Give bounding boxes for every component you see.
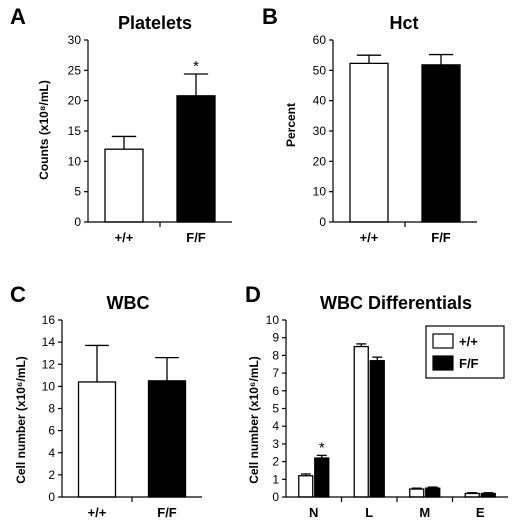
- y-tick-label: 5: [272, 402, 279, 416]
- panel-platelets: A Platelets Counts (x10⁸/mL) 0 5 10 15 20 25 3…: [10, 4, 232, 245]
- y-tick-label: 14: [42, 335, 56, 349]
- x-category-label: E: [476, 505, 485, 520]
- y-tick-label: 4: [272, 419, 279, 433]
- legend-swatch: [432, 355, 454, 371]
- legend-wbc-differentials: +/+ F/F: [425, 325, 505, 379]
- x-axis-hct: +/+ F/F: [333, 221, 477, 245]
- y-tick-label: 40: [313, 94, 327, 108]
- bar: [409, 488, 425, 498]
- bar: [425, 487, 441, 498]
- panel-letter-c: C: [10, 282, 26, 307]
- bars-wbc: [77, 344, 187, 498]
- panel-letter-d: D: [245, 282, 261, 307]
- bar: [176, 95, 216, 223]
- legend-label: F/F: [459, 356, 479, 371]
- y-tick-label: 2: [48, 468, 55, 482]
- bar: [369, 360, 385, 498]
- bar: [421, 64, 461, 223]
- bar: [298, 475, 314, 498]
- significance-marker: *: [319, 439, 325, 456]
- y-tick-label: 10: [313, 185, 327, 199]
- bar: [353, 345, 369, 498]
- y-tick-label: 8: [48, 402, 55, 416]
- y-tick-label: 30: [313, 124, 327, 138]
- y-axis-label-hct: Percent: [284, 103, 298, 147]
- y-tick-label: 5: [74, 185, 81, 199]
- panel-wbc: C WBC Cell number (x10⁶/mL) 0 2 4 6 8 10 12 14 1…: [10, 282, 202, 520]
- bar: [104, 148, 144, 223]
- y-axis-wbc-differentials: 0 1 2 3 4 5 6 7 8 9 10: [266, 313, 287, 504]
- y-tick-label: 9: [272, 331, 279, 345]
- x-category-label: +/+: [88, 505, 107, 520]
- y-tick-label: 20: [68, 94, 82, 108]
- chart-title-platelets: Platelets: [118, 13, 192, 33]
- legend-label: +/+: [459, 334, 478, 349]
- y-tick-label: 4: [48, 446, 55, 460]
- panel-letter-a: A: [10, 4, 26, 29]
- y-tick-label: 1: [272, 472, 279, 486]
- y-tick-label: 60: [313, 33, 327, 47]
- y-axis-wbc: 0 2 4 6 8 10 12 14 16: [42, 313, 63, 504]
- x-category-label: F/F: [431, 230, 451, 245]
- bar: [147, 380, 187, 498]
- x-category-label: L: [365, 505, 373, 520]
- y-axis-label-wbc-differentials: Cell number (x10⁶/mL): [247, 356, 261, 484]
- y-tick-label: 12: [42, 357, 56, 371]
- chart-title-wbc: WBC: [107, 293, 150, 313]
- panel-letter-b: B: [262, 4, 278, 29]
- y-axis-label-platelets: Counts (x10⁸/mL): [37, 80, 51, 180]
- x-category-label: +/+: [115, 230, 134, 245]
- y-tick-label: 16: [42, 313, 56, 327]
- y-axis-hct: 0 10 20 30 40 50 60: [313, 33, 334, 229]
- bars-hct: [349, 53, 461, 223]
- y-tick-label: 8: [272, 348, 279, 362]
- x-category-label: N: [309, 505, 318, 520]
- y-tick-label: 30: [68, 33, 82, 47]
- y-tick-label: 10: [68, 154, 82, 168]
- bars-wbc-differentials: *: [298, 343, 496, 498]
- chart-title-hct: Hct: [389, 13, 418, 33]
- bar: [314, 457, 330, 498]
- x-category-label: F/F: [186, 230, 206, 245]
- y-tick-label: 0: [74, 215, 81, 229]
- y-tick-label: 15: [68, 124, 82, 138]
- x-category-label: F/F: [157, 505, 177, 520]
- bar: [77, 381, 117, 498]
- y-tick-label: 0: [272, 490, 279, 504]
- y-axis-label-wbc: Cell number (x10⁶/mL): [14, 356, 28, 484]
- y-tick-label: 10: [266, 313, 280, 327]
- y-tick-label: 0: [48, 490, 55, 504]
- y-tick-label: 0: [319, 215, 326, 229]
- y-tick-label: 3: [272, 437, 279, 451]
- panel-wbc-differentials: D WBC Differentials Cell number (x10⁶/mL…: [245, 282, 508, 520]
- bars-platelets: *: [104, 58, 216, 223]
- y-tick-label: 2: [272, 455, 279, 469]
- y-tick-label: 20: [313, 154, 327, 168]
- x-category-label: M: [419, 505, 430, 520]
- panel-hct: B Hct Percent 0 10 20 30 40 50 60 +/+ F/F: [262, 4, 477, 245]
- chart-title-wbc-differentials: WBC Differentials: [320, 293, 472, 313]
- y-axis-platelets: 0 5 10 15 20 25 30: [68, 33, 89, 229]
- x-category-label: +/+: [360, 230, 379, 245]
- y-tick-label: 7: [272, 366, 279, 380]
- x-axis-platelets: +/+ F/F: [88, 221, 232, 245]
- x-axis-wbc: +/+ F/F: [62, 496, 202, 520]
- bar: [349, 62, 389, 223]
- legend-swatch: [432, 333, 454, 349]
- y-tick-label: 10: [42, 379, 56, 393]
- y-tick-label: 6: [272, 384, 279, 398]
- y-tick-label: 6: [48, 424, 55, 438]
- y-tick-label: 50: [313, 63, 327, 77]
- significance-marker: *: [193, 58, 199, 75]
- y-tick-label: 25: [68, 63, 82, 77]
